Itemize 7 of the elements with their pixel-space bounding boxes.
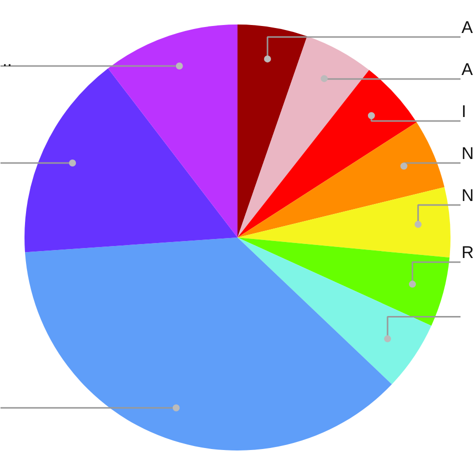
slice-label: .. [2,51,12,70]
slice-label: N [462,144,474,163]
slice-label: N [462,186,474,205]
slice-label: I [462,102,466,121]
slice-label: A [462,18,474,37]
slice-label: A [462,60,474,79]
slice-label: R [462,243,474,262]
